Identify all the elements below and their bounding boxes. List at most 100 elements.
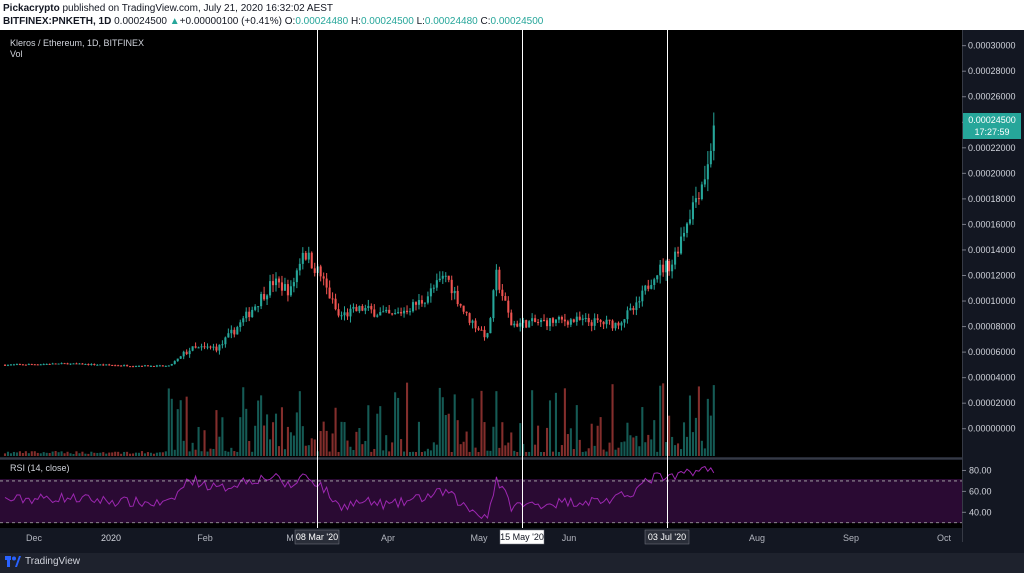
candle-body bbox=[123, 365, 126, 367]
candle-body bbox=[569, 319, 572, 325]
volume-bar bbox=[563, 388, 566, 456]
candle-body bbox=[87, 363, 90, 365]
candle-body bbox=[483, 329, 486, 338]
volume-bar bbox=[274, 413, 278, 456]
volume-bar bbox=[411, 451, 415, 456]
candle-body bbox=[114, 365, 117, 367]
candle-body bbox=[620, 322, 623, 326]
crosshair-date-label: 03 Jul '20 bbox=[648, 532, 686, 542]
candle-body bbox=[489, 318, 492, 334]
volume-bar bbox=[188, 451, 191, 456]
volume-bar bbox=[435, 444, 438, 456]
volume-bar bbox=[566, 434, 569, 456]
volume-bar bbox=[364, 440, 367, 456]
candle-body bbox=[134, 366, 138, 368]
candle-body bbox=[540, 319, 543, 323]
volume-bar bbox=[665, 442, 668, 456]
volume-bar bbox=[263, 425, 266, 456]
candle-body bbox=[382, 311, 385, 313]
candle-body bbox=[700, 184, 703, 200]
candle-body bbox=[170, 363, 173, 366]
tradingview-logo[interactable]: TradingView bbox=[5, 556, 80, 567]
candle-body bbox=[69, 363, 72, 365]
candle-body bbox=[346, 312, 349, 317]
volume-bar bbox=[173, 449, 176, 456]
volume-bar bbox=[352, 450, 355, 456]
candle-body bbox=[310, 252, 313, 269]
price-tick-label: 0.00020000 bbox=[968, 168, 1016, 178]
volume-bar bbox=[269, 439, 272, 456]
volume-bar bbox=[447, 413, 450, 456]
candle-body bbox=[36, 364, 39, 366]
volume-bar bbox=[468, 451, 471, 456]
candle-body bbox=[578, 316, 581, 320]
candle-body bbox=[605, 319, 608, 325]
volume-bar bbox=[519, 423, 522, 456]
volume-bar bbox=[682, 422, 686, 456]
candle-body bbox=[709, 150, 712, 165]
rsi-tick-label: 60.00 bbox=[969, 486, 992, 496]
candle-body bbox=[286, 284, 289, 296]
time-axis-label: Jun bbox=[562, 533, 577, 543]
candle-body bbox=[149, 365, 152, 367]
candle-body bbox=[251, 309, 254, 318]
volume-bar bbox=[614, 449, 617, 456]
candle-body bbox=[370, 305, 373, 310]
volume-bar bbox=[551, 451, 555, 456]
volume-bar bbox=[593, 445, 596, 456]
volume-bar bbox=[671, 436, 674, 456]
candle-body bbox=[39, 364, 42, 366]
candle-body bbox=[602, 321, 605, 325]
candle-body bbox=[254, 306, 257, 310]
volume-bar bbox=[236, 451, 239, 456]
candle-body bbox=[212, 346, 215, 348]
rsi-band bbox=[0, 479, 962, 523]
volume-bar bbox=[224, 450, 227, 456]
volume-bar bbox=[477, 451, 480, 456]
candle-body bbox=[215, 346, 218, 351]
candle-body bbox=[248, 311, 251, 318]
volume-bar bbox=[712, 385, 715, 456]
candle-body bbox=[3, 364, 7, 366]
candle-body bbox=[33, 364, 36, 366]
volume-bar bbox=[99, 452, 102, 456]
candle-body bbox=[400, 312, 403, 314]
time-axis-label: Feb bbox=[197, 533, 213, 543]
publish-info: Pickacrypto published on TradingView.com… bbox=[3, 3, 333, 14]
candle-body bbox=[367, 305, 370, 309]
candle-body bbox=[274, 278, 278, 286]
volume-bar bbox=[6, 451, 10, 456]
volume-bar bbox=[21, 453, 24, 456]
volume-bar bbox=[194, 449, 197, 456]
last-price: 0.00024500 bbox=[114, 16, 167, 27]
volume-bar bbox=[605, 451, 608, 456]
volume-bar bbox=[382, 450, 385, 456]
candle-body bbox=[462, 305, 465, 312]
volume-bar bbox=[325, 430, 328, 456]
candle-body bbox=[361, 306, 364, 311]
volume-bar bbox=[662, 383, 665, 456]
footer-brand: TradingView bbox=[25, 556, 81, 567]
volume-bar bbox=[140, 451, 144, 456]
candle-body bbox=[120, 365, 123, 367]
volume-bar bbox=[674, 445, 677, 456]
candle-body bbox=[388, 309, 391, 314]
volume-bar bbox=[679, 449, 683, 456]
volume-bar bbox=[66, 451, 69, 456]
volume-bar bbox=[132, 453, 135, 456]
candle-body bbox=[277, 278, 281, 283]
volume-bar bbox=[638, 446, 641, 456]
last-price-label: 0.00024500 17:27:59 bbox=[963, 113, 1021, 139]
volume-bar bbox=[474, 447, 477, 456]
candle-body bbox=[456, 290, 459, 305]
time-axis-label: Aug bbox=[749, 533, 765, 543]
candle-body bbox=[6, 364, 10, 366]
candle-body bbox=[283, 284, 286, 291]
volume-bar bbox=[197, 426, 200, 456]
volume-bar bbox=[182, 440, 185, 456]
candle-body bbox=[102, 364, 105, 366]
volume-bar bbox=[608, 442, 611, 456]
candle-body bbox=[566, 321, 569, 325]
candle-body bbox=[468, 313, 471, 323]
price-chart[interactable]: 08 Mar '20 15 May '20 03 Jul '20 0.0003000… bbox=[0, 30, 1024, 553]
